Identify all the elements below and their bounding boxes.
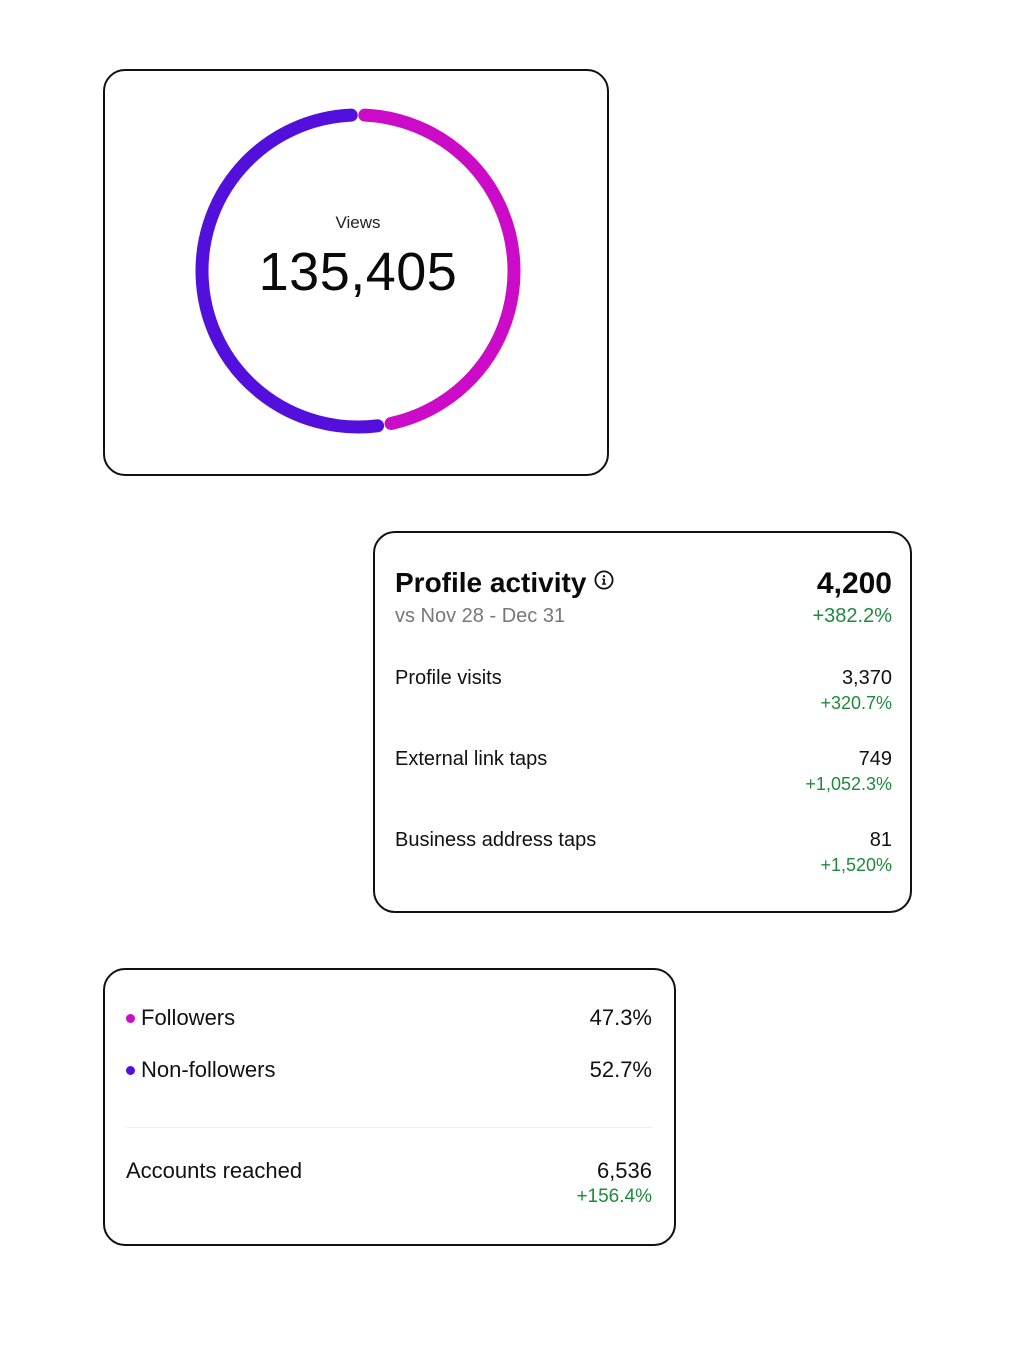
profile-visits-row: Profile visits 3,370 +320.7% (395, 667, 892, 717)
business-address-taps-row: Business address taps 81 +1,520% (395, 829, 892, 879)
business-address-taps-value: 81 (869, 829, 892, 851)
accounts-reached-label: Accounts reached (126, 1158, 303, 1183)
profile-activity-card: Profile activity 4,200 vs Nov 28 - Dec 3… (373, 531, 912, 913)
profile-activity-title-text: Profile activity (395, 567, 587, 598)
followers-label: Followers (141, 1005, 236, 1030)
followers-dot-icon (126, 1014, 135, 1023)
profile-visits-label: Profile visits (395, 667, 502, 689)
non-followers-label: Non-followers (141, 1057, 276, 1082)
divider (126, 1127, 652, 1128)
info-icon[interactable] (594, 570, 614, 590)
non-followers-percent: 52.7% (589, 1057, 652, 1082)
legend-item-followers: Followers 47.3% (126, 1005, 652, 1035)
views-label: Views (335, 213, 381, 232)
external-link-taps-value: 749 (858, 748, 892, 770)
accounts-reached-value: 6,536 (596, 1158, 652, 1183)
profile-activity-title: Profile activity (395, 567, 614, 599)
reach-card: Followers 47.3% Non-followers 52.7% Acco… (103, 968, 676, 1246)
non-followers-arc (195, 108, 385, 434)
non-followers-dot-icon (126, 1066, 135, 1075)
views-value: 135,405 (258, 242, 458, 302)
business-address-taps-label: Business address taps (395, 829, 597, 851)
business-address-taps-change: +1,520% (820, 855, 892, 875)
profile-activity-comparison: vs Nov 28 - Dec 31 (395, 605, 566, 627)
profile-activity-total-change: +382.2% (812, 605, 892, 627)
views-card: Views 135,405 (103, 69, 609, 476)
external-link-taps-row: External link taps 749 +1,052.3% (395, 748, 892, 798)
accounts-reached-row: Accounts reached 6,536 +156.4% (126, 1158, 652, 1214)
external-link-taps-change: +1,052.3% (805, 774, 892, 794)
external-link-taps-label: External link taps (395, 748, 548, 770)
views-donut-chart (195, 108, 521, 434)
profile-activity-total: 4,200 (816, 567, 892, 600)
followers-arc (358, 108, 521, 430)
accounts-reached-change: +156.4% (576, 1186, 652, 1207)
followers-percent: 47.3% (589, 1005, 652, 1030)
profile-visits-value: 3,370 (841, 667, 892, 689)
profile-visits-change: +320.7% (820, 693, 892, 713)
legend-item-non-followers: Non-followers 52.7% (126, 1057, 652, 1087)
